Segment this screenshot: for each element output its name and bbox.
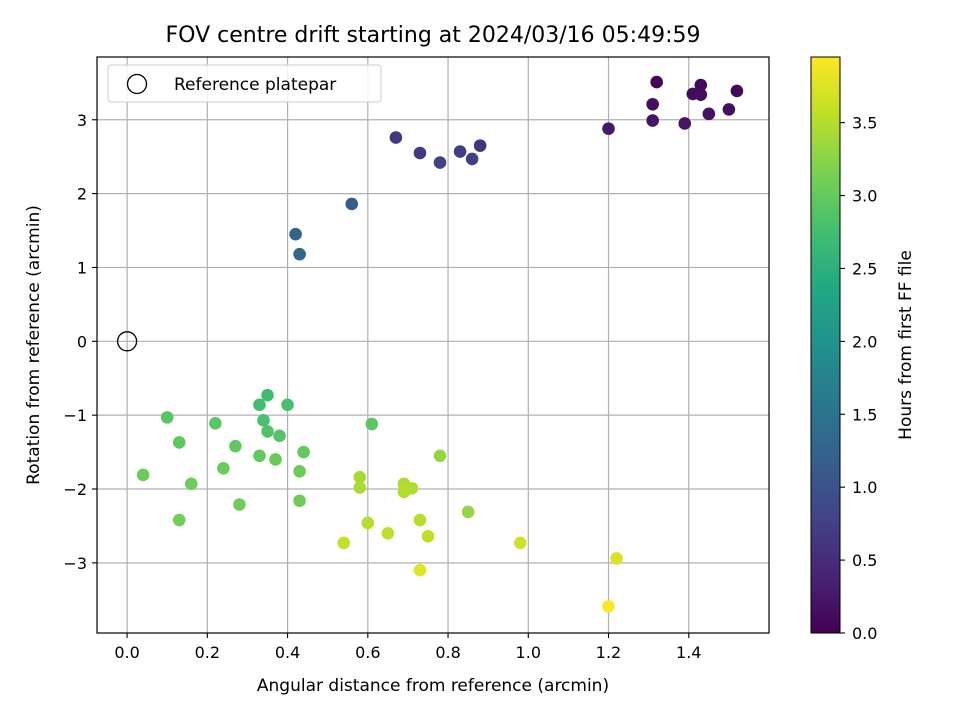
y-axis-label: Rotation from reference (arcmin) [24, 205, 44, 485]
data-point [361, 516, 375, 530]
data-point [273, 429, 286, 443]
data-point [461, 505, 475, 519]
data-point [694, 88, 708, 101]
y-tick-label: 3 [77, 111, 87, 130]
data-point [233, 498, 246, 511]
data-point [217, 462, 230, 475]
data-point [297, 445, 310, 459]
data-point [421, 529, 435, 543]
data-point [172, 513, 186, 527]
x-axis-ticks: 0.0 0.2 0.4 0.6 0.8 1.0 1.2 1.4 [114, 633, 701, 662]
x-tick-label: 0.2 [195, 643, 220, 662]
x-tick-label: 0.0 [114, 643, 139, 662]
x-tick-label: 1.4 [676, 643, 701, 662]
colorbar-label: Hours from first FF file [896, 250, 916, 440]
reference-layer [116, 331, 138, 352]
data-point [293, 464, 306, 478]
data-point [269, 453, 282, 466]
colorbar-tick-label: 3.5 [852, 114, 877, 133]
colorbar-ticks: 0.0 0.5 1.0 1.5 2.0 2.5 3.0 3.5 [840, 114, 877, 643]
data-point [602, 600, 615, 613]
data-point [694, 78, 708, 92]
legend-marker [126, 73, 148, 95]
data-point [353, 481, 367, 494]
colorbar [810, 56, 841, 634]
x-axis-label: Angular distance from reference (arcmin) [257, 676, 609, 696]
legend: Reference platepar [107, 64, 382, 103]
x-tick-label: 0.4 [275, 643, 300, 662]
y-tick-label: 2 [77, 185, 87, 204]
data-point [257, 414, 270, 427]
data-point [293, 247, 306, 261]
data-point [513, 536, 527, 550]
data-point [293, 494, 306, 508]
data-point [365, 417, 379, 431]
chart-title: FOV centre drift starting at 2024/03/16 … [166, 23, 701, 48]
data-point [433, 156, 447, 169]
colorbar-tick-label: 3.0 [852, 187, 877, 206]
data-point [172, 436, 186, 449]
grid-lines [97, 57, 769, 633]
data-point [646, 114, 659, 127]
data-point [337, 536, 351, 550]
y-tick-label: −2 [63, 480, 87, 499]
data-point [281, 398, 294, 412]
data-point [453, 145, 467, 158]
colorbar-tick-label: 0.5 [852, 551, 877, 570]
y-tick-label: 1 [77, 258, 87, 277]
data-point [253, 449, 266, 463]
x-tick-label: 1.0 [516, 643, 541, 662]
legend-box [107, 64, 382, 103]
y-axis-ticks: −3 −2 −1 0 1 2 3 [63, 111, 97, 573]
data-point [397, 485, 411, 499]
colorbar-tick-label: 1.0 [852, 478, 877, 497]
data-point [389, 131, 403, 144]
x-tick-label: 0.8 [435, 643, 460, 662]
data-point [610, 552, 623, 565]
y-tick-label: −3 [63, 554, 87, 573]
data-point [413, 513, 427, 527]
colorbar-tick-label: 2.5 [852, 259, 877, 278]
x-tick-label: 0.6 [355, 643, 380, 662]
data-point [209, 416, 222, 430]
data-point [722, 103, 736, 116]
data-point [650, 75, 663, 89]
data-point [465, 152, 479, 166]
plot-frame [96, 56, 770, 634]
data-point [229, 439, 242, 453]
colorbar-tick-label: 2.0 [852, 332, 877, 351]
data-point [261, 425, 274, 438]
data-point [353, 470, 367, 484]
data-point [345, 197, 359, 211]
data-point [678, 117, 692, 130]
data-point [381, 527, 395, 540]
data-point [433, 449, 447, 463]
data-point [602, 122, 615, 135]
y-tick-label: 0 [77, 332, 87, 351]
legend-entry-reference: Reference platepar [174, 75, 336, 95]
data-point [184, 477, 198, 491]
data-points [136, 75, 744, 613]
x-tick-label: 1.2 [596, 643, 621, 662]
data-point [413, 146, 427, 160]
data-point [289, 227, 302, 241]
data-point [473, 139, 487, 152]
data-point [261, 388, 274, 402]
reference-platepar-marker [116, 331, 138, 352]
data-point [253, 398, 266, 412]
data-point [702, 107, 716, 121]
y-tick-label: −1 [63, 406, 87, 425]
data-point [646, 97, 659, 111]
data-point [413, 563, 427, 577]
data-point [730, 84, 744, 98]
colorbar-tick-label: 0.0 [852, 624, 877, 643]
data-point [160, 411, 174, 424]
colorbar-tick-label: 1.5 [852, 405, 877, 424]
data-point [136, 468, 150, 482]
